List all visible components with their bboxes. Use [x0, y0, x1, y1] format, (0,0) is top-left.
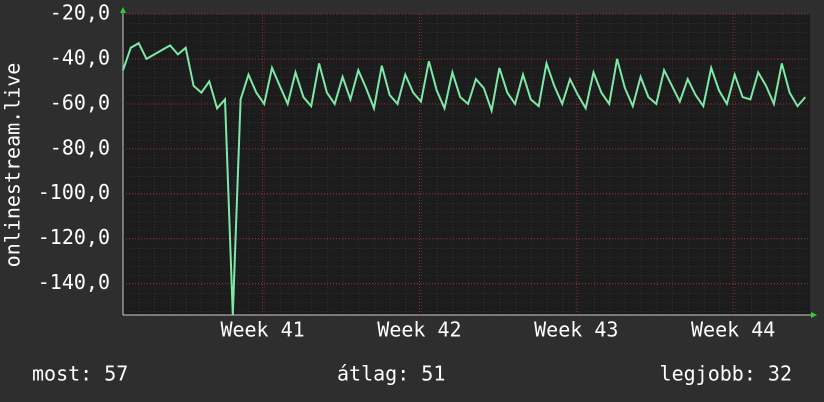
y-axis-label: onlinestream.live: [1, 63, 25, 268]
series-line: [122, 41, 807, 316]
footer-average: átlag: 51: [337, 362, 445, 386]
footer-current: most: 57: [32, 362, 128, 386]
y-tick-label: -40,0: [50, 45, 110, 69]
x-tick-label: Week 41: [220, 318, 304, 342]
x-tick-label: Week 43: [534, 318, 618, 342]
x-tick-label: Week 44: [691, 318, 775, 342]
y-tick-label: -80,0: [50, 135, 110, 159]
footer-best: legjobb: 32: [660, 362, 792, 386]
minor-grid: [123, 14, 810, 315]
y-tick-label: -60,0: [50, 90, 110, 114]
y-tick-label: -100,0: [38, 180, 110, 204]
y-tick-label: -120,0: [38, 225, 110, 249]
y-tick-label: -140,0: [38, 270, 110, 294]
y-tick-label: -20,0: [50, 1, 110, 25]
x-tick-label: Week 42: [377, 318, 461, 342]
